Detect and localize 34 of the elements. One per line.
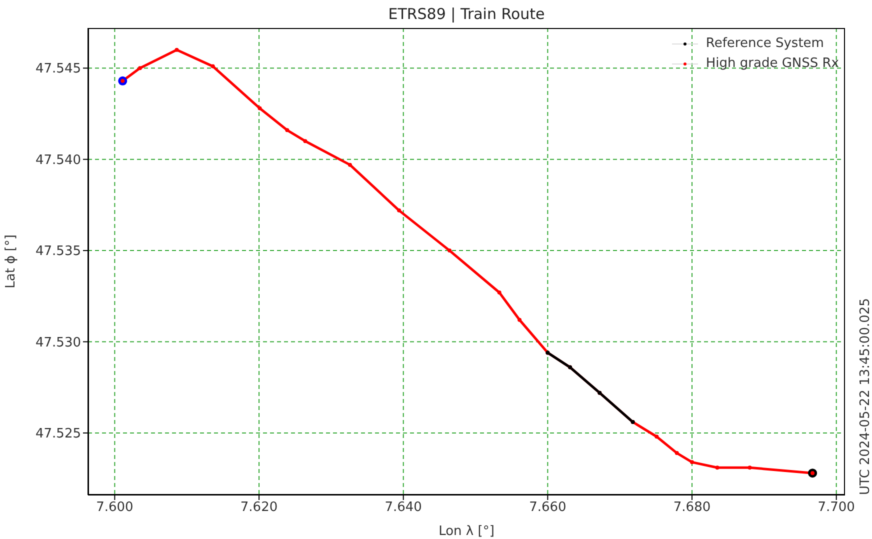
point <box>174 48 179 52</box>
chart-title: ETRS89 | Train Route <box>387 5 546 23</box>
point <box>518 318 522 322</box>
point <box>654 434 659 439</box>
x-tick-label: 7.660 <box>529 500 566 516</box>
legend-label: Reference System <box>706 35 824 53</box>
point <box>285 128 290 132</box>
point <box>210 64 215 68</box>
point <box>748 466 752 470</box>
line-series <box>546 350 635 424</box>
point <box>397 208 402 212</box>
x-tick-label: 7.600 <box>96 500 134 516</box>
x-tick-label: 7.620 <box>240 500 278 516</box>
y-tick-label: 47.535 <box>36 244 81 260</box>
x-tick-label: 7.640 <box>384 500 422 516</box>
y-tick-label: 47.530 <box>36 335 81 350</box>
point <box>448 248 452 253</box>
point <box>258 106 262 110</box>
point <box>138 66 142 70</box>
x-tick-label: 7.680 <box>673 500 711 516</box>
point <box>715 466 720 470</box>
point <box>690 460 694 464</box>
point <box>674 451 679 456</box>
legend-label: High grade GNSS Rx <box>706 55 839 73</box>
x-tick-label: 7.700 <box>818 500 855 516</box>
point <box>303 139 308 144</box>
x-axis-title: Lon λ [°] <box>438 524 494 539</box>
y-axis-title: Lat ϕ [°] <box>4 234 19 288</box>
y-tick-label: 47.525 <box>36 426 81 442</box>
text: UTC 2024-05-22 13:45:00.025 <box>858 298 872 495</box>
point <box>497 290 502 295</box>
y-tick-label: 47.540 <box>36 152 81 168</box>
point <box>348 162 352 167</box>
y-tick-label: 47.545 <box>36 62 81 77</box>
